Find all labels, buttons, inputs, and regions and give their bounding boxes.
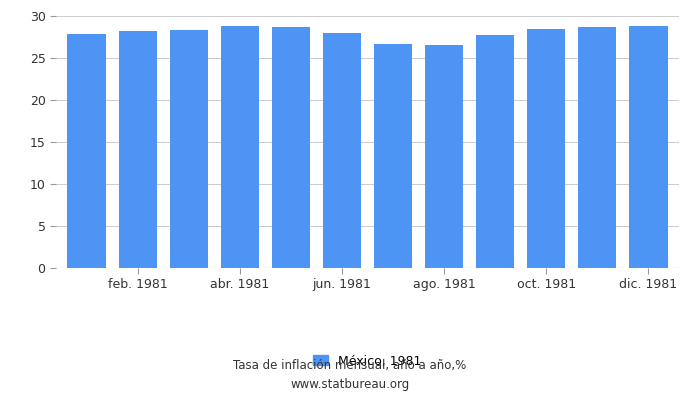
Bar [374, 44, 412, 268]
Bar [220, 26, 259, 268]
Bar [67, 34, 106, 268]
Text: Tasa de inflación mensual, año a año,%: Tasa de inflación mensual, año a año,% [233, 360, 467, 372]
Bar [476, 35, 514, 268]
Bar [272, 27, 310, 268]
Bar [578, 27, 617, 268]
Text: www.statbureau.org: www.statbureau.org [290, 378, 410, 391]
Bar [118, 31, 157, 268]
Bar [629, 26, 668, 268]
Bar [527, 30, 566, 268]
Legend: México, 1981: México, 1981 [314, 354, 421, 368]
Bar [323, 33, 361, 268]
Bar [425, 45, 463, 268]
Bar [169, 30, 208, 268]
